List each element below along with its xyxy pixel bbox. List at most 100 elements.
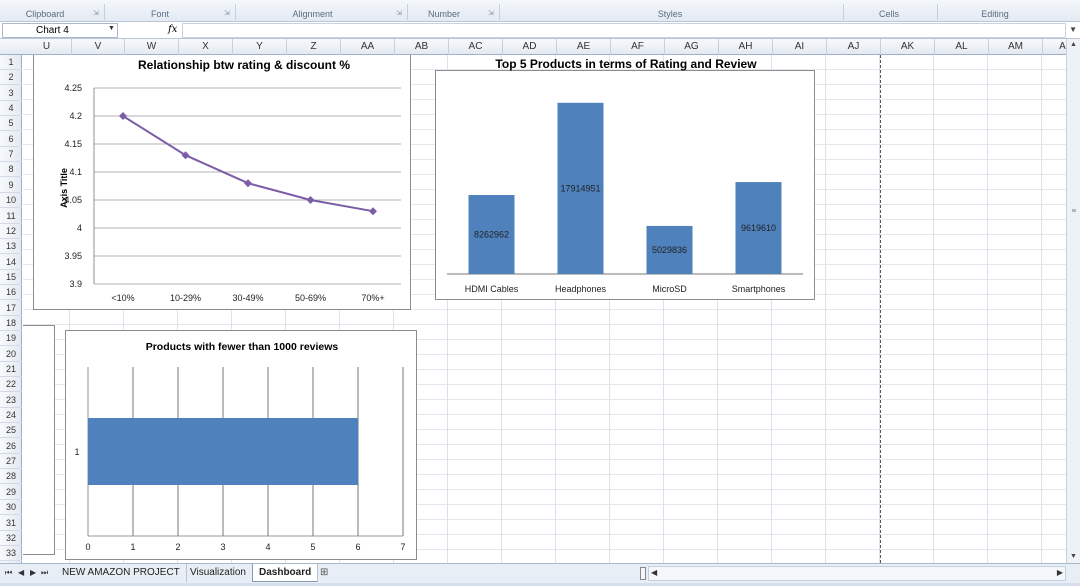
name-box-dropdown-icon[interactable]: ▼ [108, 25, 115, 32]
column-header[interactable]: AA [341, 39, 395, 55]
row-header[interactable]: 5 [0, 116, 22, 132]
column-header[interactable]: AH [719, 39, 773, 55]
row-header[interactable]: 7 [0, 147, 22, 163]
row-header[interactable]: 13 [0, 239, 22, 255]
column-header[interactable]: X [179, 39, 233, 55]
row-header[interactable]: 25 [0, 423, 22, 439]
ribbon-group-clipboard: Clipboard [25, 9, 65, 19]
row-header[interactable]: 33 [0, 546, 22, 562]
vertical-scrollbar[interactable]: ▲ ▼ [1066, 39, 1080, 563]
bar-rect [735, 182, 782, 274]
partial-chart-frame[interactable] [23, 325, 55, 555]
hbar-x-tick-label: 6 [355, 542, 360, 552]
row-header[interactable]: 18 [0, 316, 22, 331]
row-header[interactable]: 12 [0, 224, 22, 239]
scroll-down-icon[interactable]: ▼ [1070, 553, 1077, 560]
name-box[interactable]: Chart 4 [2, 23, 118, 38]
sheet-grid[interactable]: Relationship btw rating & discount % 4.2… [23, 55, 1066, 563]
row-header[interactable]: 15 [0, 270, 22, 285]
column-header[interactable]: V [72, 39, 125, 55]
column-header[interactable]: AB [395, 39, 449, 55]
next-sheet-icon[interactable]: ▶ [30, 568, 37, 577]
expand-formula-bar-icon[interactable]: ▼ [1069, 25, 1077, 34]
row-header[interactable]: 29 [0, 485, 22, 500]
row-header[interactable]: 26 [0, 439, 22, 454]
row-header[interactable]: 22 [0, 377, 22, 393]
clipboard-launcher-icon[interactable]: ⇲ [93, 10, 99, 17]
font-launcher-icon[interactable]: ⇲ [224, 10, 230, 17]
number-launcher-icon[interactable]: ⇲ [488, 10, 494, 17]
sheet-tab-visualization[interactable]: Visualization [184, 564, 253, 582]
row-header[interactable]: 3 [0, 86, 22, 101]
row-header[interactable]: 21 [0, 362, 22, 377]
row-header[interactable]: 4 [0, 101, 22, 117]
line-x-tick-label: 10-29% [170, 293, 201, 303]
last-sheet-icon[interactable]: ⏭ [41, 568, 49, 577]
sheet-tab-bar: ⏮ ◀ ▶ ⏭ NEW AMAZON PROJECT Visualization… [0, 563, 1080, 583]
scroll-right-icon[interactable]: ▶ [1056, 568, 1063, 577]
row-header[interactable]: 2 [0, 70, 22, 86]
insert-sheet-icon[interactable]: ⊞ [320, 567, 329, 578]
row-header[interactable]: 28 [0, 469, 22, 485]
sheet-tab-dashboard[interactable]: Dashboard [252, 564, 319, 582]
column-header[interactable]: Z [287, 39, 341, 55]
bar-chart-top-products[interactable]: 8262962 HDMI Cables 17914951 Headphones 5029… [435, 57, 815, 300]
tab-split-handle[interactable] [640, 567, 646, 580]
column-header[interactable]: A [1043, 39, 1080, 55]
hbar-category-label: 1 [74, 447, 79, 457]
column-header[interactable]: AK [881, 39, 935, 55]
row-header[interactable]: 14 [0, 255, 22, 270]
line-point-marker [119, 112, 127, 120]
ribbon-group-editing: Editing [981, 9, 1009, 19]
column-header[interactable]: AJ [827, 39, 881, 55]
bar-category-label: HDMI Cables [465, 284, 519, 294]
row-header[interactable]: 6 [0, 132, 22, 147]
scroll-thumb[interactable] [1072, 209, 1076, 212]
line-chart-rating-discount[interactable]: Relationship btw rating & discount % 4.2… [33, 55, 411, 310]
column-header[interactable]: AG [665, 39, 719, 55]
row-header[interactable]: 27 [0, 454, 22, 470]
row-header[interactable]: 8 [0, 162, 22, 178]
column-header[interactable]: W [125, 39, 179, 55]
sheet-tab-new-amazon-project[interactable]: NEW AMAZON PROJECT [56, 564, 187, 582]
column-header[interactable]: Y [233, 39, 287, 55]
insert-function-button[interactable]: fx [168, 24, 178, 35]
hbar-x-tick-label: 0 [85, 542, 90, 552]
prev-sheet-icon[interactable]: ◀ [18, 568, 25, 577]
row-header[interactable]: 10 [0, 193, 22, 209]
hbar-chart-few-reviews[interactable]: Products with fewer than 1000 reviews 0 1… [65, 330, 417, 560]
alignment-launcher-icon[interactable]: ⇲ [396, 10, 402, 17]
row-header[interactable]: 1 [0, 55, 22, 70]
line-x-tick-label: 30-49% [232, 293, 263, 303]
column-header[interactable]: AM [989, 39, 1043, 55]
column-header[interactable]: AF [611, 39, 665, 55]
row-header[interactable]: 20 [0, 347, 22, 362]
horizontal-scrollbar[interactable]: ◀ ▶ [648, 566, 1066, 581]
column-header[interactable]: AL [935, 39, 989, 55]
column-header[interactable]: AI [773, 39, 827, 55]
line-y-axis-title: Axis Title [59, 168, 69, 208]
formula-input[interactable] [182, 23, 1066, 38]
line-x-tick-label: 70%+ [361, 293, 384, 303]
scroll-up-icon[interactable]: ▲ [1070, 41, 1077, 48]
line-series [122, 115, 374, 213]
row-header[interactable]: 30 [0, 500, 22, 516]
scroll-left-icon[interactable]: ◀ [651, 568, 658, 577]
line-point-marker [306, 196, 315, 204]
row-header[interactable]: 9 [0, 178, 22, 193]
row-header[interactable]: 11 [0, 209, 22, 224]
column-header[interactable]: AE [557, 39, 611, 55]
row-header[interactable]: 19 [0, 331, 22, 347]
row-header[interactable]: 16 [0, 285, 22, 301]
row-header[interactable]: 24 [0, 408, 22, 424]
row-header[interactable]: 17 [0, 301, 22, 316]
column-header[interactable]: U [22, 39, 72, 55]
hbar-x-tick-label: 7 [400, 542, 405, 552]
ribbon-group-alignment: Alignment [292, 9, 333, 19]
column-header[interactable]: AC [449, 39, 503, 55]
column-header[interactable]: AD [503, 39, 557, 55]
first-sheet-icon[interactable]: ⏮ [5, 568, 13, 577]
row-header[interactable]: 31 [0, 516, 22, 531]
row-header[interactable]: 23 [0, 393, 22, 408]
row-header[interactable]: 32 [0, 531, 22, 546]
